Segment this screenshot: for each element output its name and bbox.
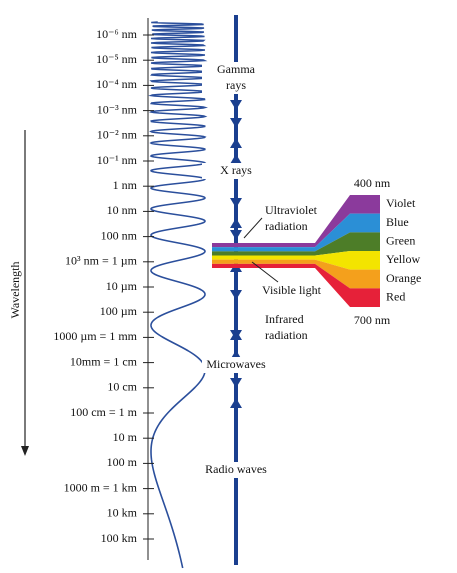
arrowhead: [230, 330, 242, 340]
region-label: Gamma: [217, 62, 256, 76]
wavelength-label: 10 m: [113, 430, 138, 444]
wavelength-label: 10⁻¹ nm: [97, 153, 138, 167]
region-label: Radio waves: [205, 462, 267, 476]
label-bg: [202, 357, 270, 373]
spectrum-end: 400 nm: [354, 176, 391, 190]
color-label: Green: [386, 233, 415, 247]
wavelength-label: 10⁻⁶ nm: [96, 27, 138, 41]
label-bg: [202, 62, 270, 78]
spectrum-band: [212, 195, 380, 248]
spectrum-band: [212, 251, 380, 270]
region-label: Microwaves: [206, 357, 266, 371]
arrowhead: [230, 290, 242, 300]
wavelength-label: 100 km: [101, 531, 138, 545]
region-label: radiation: [265, 328, 308, 342]
wavelength-label: 100 nm: [101, 228, 138, 242]
wavelength-label: 100 µm: [100, 304, 138, 318]
arrowhead: [230, 398, 242, 408]
wavelength-label: 10 nm: [107, 203, 138, 217]
arrowhead: [230, 378, 242, 388]
arrowhead: [230, 198, 242, 208]
region-label: Visible light: [262, 283, 322, 297]
region-label: radiation: [265, 219, 308, 233]
region-label: X rays: [220, 163, 252, 177]
wavelength-label: 10⁻⁴ nm: [96, 77, 138, 91]
region-label: rays: [226, 78, 246, 92]
arrowhead: [230, 218, 242, 228]
wavelength-label: 10⁻² nm: [97, 128, 138, 142]
region-label: Infrared: [265, 312, 304, 326]
wavelength-label: 10 cm: [107, 380, 137, 394]
color-label: Blue: [386, 215, 409, 229]
axis-label: Wavelength: [8, 261, 22, 318]
region-label: Ultraviolet: [265, 203, 318, 217]
color-label: Violet: [386, 196, 416, 210]
arrowhead: [230, 138, 242, 148]
color-label: Orange: [386, 271, 421, 285]
wavelength-label: 100 m: [107, 455, 138, 469]
wavelength-label: 10⁻³ nm: [97, 102, 138, 116]
wavelength-label: 10 µm: [106, 279, 138, 293]
wavelength-label: 1000 m = 1 km: [64, 480, 138, 494]
spectrum-band: [212, 232, 380, 256]
arrowhead: [230, 100, 242, 110]
arrowhead: [230, 154, 242, 164]
spectrum-band: [212, 263, 380, 307]
color-label: Yellow: [386, 252, 420, 266]
color-label: Red: [386, 289, 405, 303]
wavelength-label: 10³ nm = 1 µm: [65, 254, 138, 268]
spectrum-end: 700 nm: [354, 313, 391, 327]
wavelength-label: 1000 µm = 1 mm: [53, 329, 137, 343]
arrowhead: [230, 230, 242, 240]
wavelength-label: 10 km: [107, 506, 138, 520]
leader: [243, 217, 263, 239]
wave: [148, 21, 208, 569]
wavelength-label: 100 cm = 1 m: [70, 405, 137, 419]
wavelength-label: 1 nm: [113, 178, 138, 192]
spectrum-band: [212, 259, 380, 289]
leader: [251, 261, 279, 283]
spectrum-band: [212, 213, 380, 252]
wavelength-label: 10⁻⁵ nm: [96, 52, 138, 66]
label-bg: [202, 462, 270, 478]
arrowhead: [230, 118, 242, 128]
wavelength-arrowhead: [21, 446, 29, 456]
label-bg: [202, 163, 270, 179]
label-bg: [202, 78, 270, 94]
wavelength-label: 10mm = 1 cm: [70, 354, 138, 368]
